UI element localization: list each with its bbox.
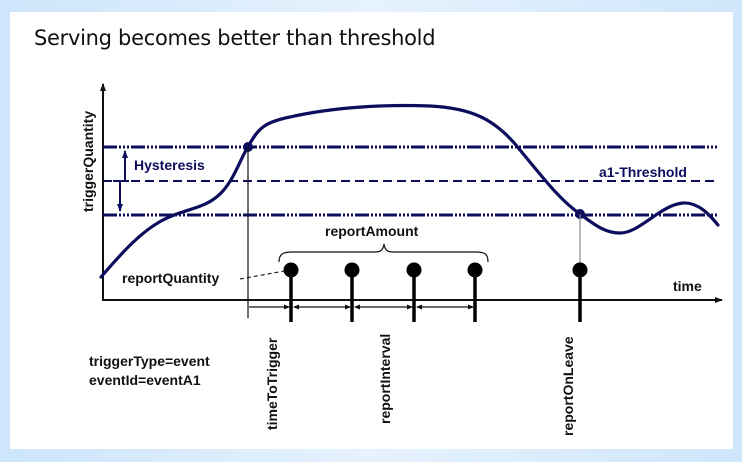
report-on-leave-dot [572, 262, 588, 278]
report-dot-3 [406, 262, 422, 278]
report-quantity-leader [239, 270, 285, 280]
report-stems [283, 262, 588, 322]
report-interval-label: reportInterval [377, 334, 393, 424]
trigger-type-text: triggerType=event [89, 353, 210, 369]
threshold-lines [103, 145, 719, 217]
hysteresis-down-arrow [113, 180, 123, 212]
event-id-text: eventId=eventA1 [89, 372, 201, 388]
trigger-quantity-curve [99, 103, 720, 279]
hysteresis-up-arrow [122, 150, 129, 182]
x-axis-label: time [673, 278, 702, 294]
report-dot-1 [283, 262, 299, 278]
report-amount-brace [278, 243, 489, 263]
time-to-trigger-label: timeToTrigger [264, 337, 280, 430]
report-amount-label: reportAmount [325, 223, 419, 239]
report-on-leave-label: reportOnLeave [560, 336, 576, 436]
slide-title: Serving becomes better than threshold [34, 26, 436, 50]
event-config-info: triggerType=event eventId=eventA1 [89, 352, 210, 390]
slide-panel [10, 12, 733, 449]
report-dot-4 [467, 262, 483, 278]
report-dot-2 [344, 262, 360, 278]
hysteresis-label: Hysteresis [134, 157, 205, 173]
hysteresis-arrows [113, 150, 129, 212]
report-quantity-label: reportQuantity [122, 270, 219, 286]
a1-threshold-label: a1-Threshold [599, 164, 687, 180]
y-axis-label: triggerQuantity [80, 111, 96, 212]
axes [100, 83, 723, 303]
